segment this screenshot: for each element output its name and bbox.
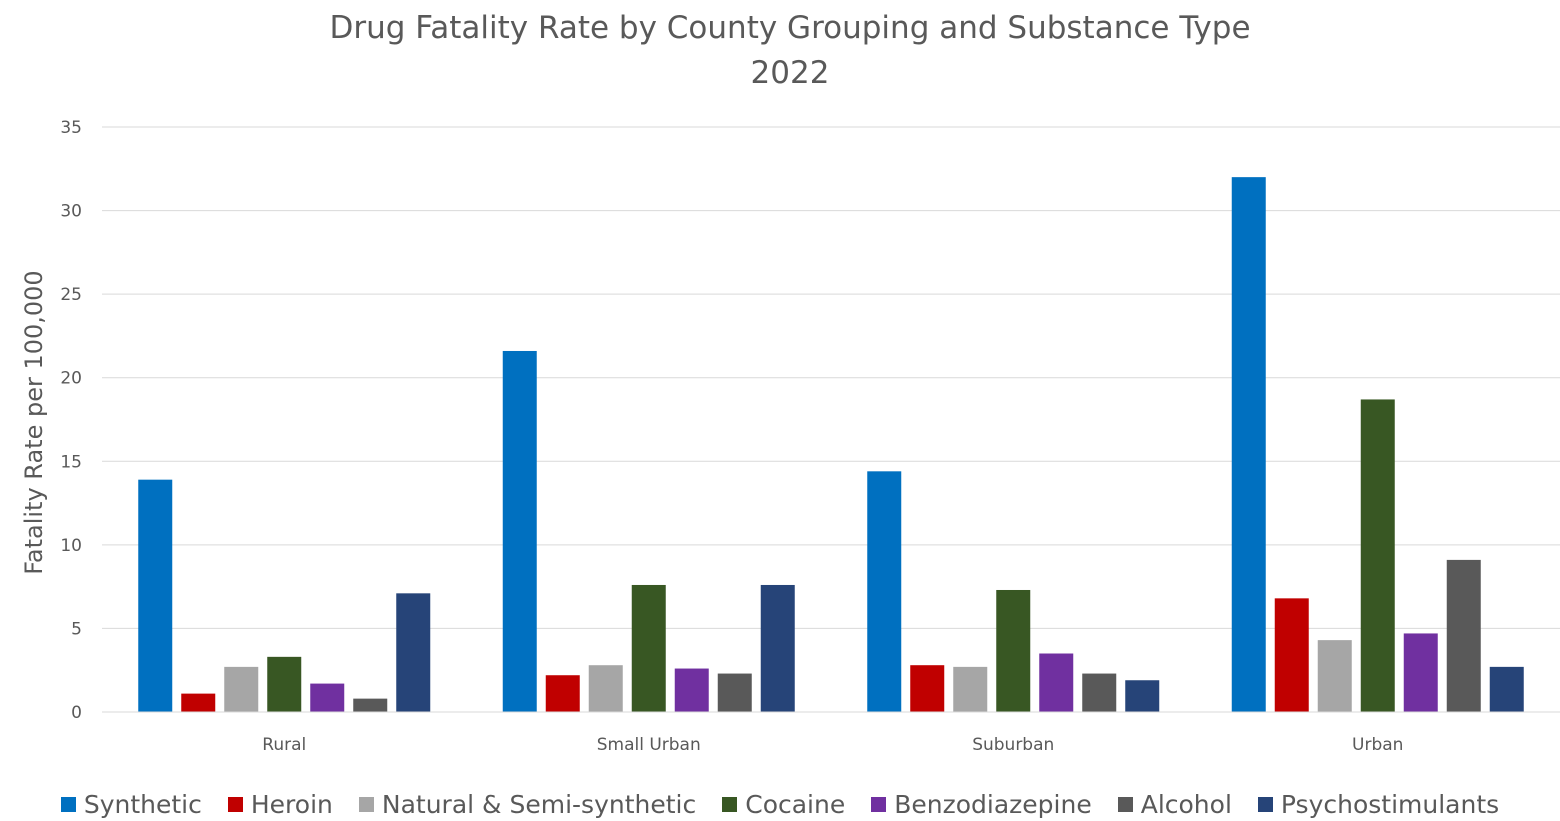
bar-heroin-suburban [910,665,945,712]
bar-synthetic-rural [138,479,173,712]
bar-alcohol-rural [353,698,388,712]
bar-alcohol-urban [1446,559,1481,712]
x-tick-label: Suburban [972,735,1054,755]
bar-synthetic-small-urban [502,350,537,712]
legend-item: Natural & Semi-synthetic [358,789,697,819]
legend-label: Natural & Semi-synthetic [381,789,697,819]
bar-natural-semi-synthetic-small-urban [588,665,623,712]
y-tick-label: 5 [71,619,82,639]
bar-psychostimulants-small-urban [760,584,795,712]
y-tick-label: 0 [71,703,82,723]
bar-psychostimulants-suburban [1125,680,1160,712]
bar-heroin-rural [181,693,216,712]
chart-title: Drug Fatality Rate by County Grouping an… [329,10,1251,46]
legend-label: Synthetic [83,789,202,819]
bar-benzodiazepine-urban [1403,633,1438,712]
legend-label: Alcohol [1140,789,1232,819]
legend-item: Benzodiazepine [871,789,1092,819]
legend-swatch [722,796,738,812]
legend-label: Heroin [250,789,333,819]
legend-swatch [60,796,76,812]
bar-cocaine-rural [267,656,302,712]
bar-natural-semi-synthetic-urban [1317,640,1352,712]
legend-swatch [1257,796,1273,812]
legend-swatch [1117,796,1133,812]
bar-synthetic-urban [1231,177,1266,713]
bar-cocaine-small-urban [631,584,666,712]
legend-item: Synthetic [60,789,202,819]
bar-cocaine-urban [1360,399,1395,712]
bar-benzodiazepine-suburban [1039,653,1074,712]
legend-label: Benzodiazepine [894,789,1092,819]
bar-cocaine-suburban [996,589,1031,712]
y-tick-label: 35 [60,118,82,138]
x-tick-label: Urban [1352,735,1403,755]
chart-subtitle: 2022 [750,55,830,91]
bar-heroin-small-urban [545,675,580,712]
bar-benzodiazepine-rural [310,683,345,712]
y-tick-label: 20 [60,369,82,389]
legend-item: Psychostimulants [1257,789,1500,819]
y-tick-label: 25 [60,285,82,305]
legend-item: Heroin [227,789,333,819]
bar-psychostimulants-rural [396,593,431,712]
bar-alcohol-suburban [1082,673,1117,712]
x-tick-label: Small Urban [597,735,701,755]
x-tick-label: Rural [262,735,306,755]
legend-swatch [227,796,243,812]
legend-item: Alcohol [1117,789,1232,819]
bar-psychostimulants-urban [1489,666,1524,712]
bar-natural-semi-synthetic-rural [224,666,259,712]
bar-heroin-urban [1274,598,1309,712]
bar-natural-semi-synthetic-suburban [953,666,988,712]
legend-swatch [358,796,374,812]
y-tick-label: 30 [60,202,82,222]
chart-legend: Synthetic Heroin Natural & Semi-synthetic C… [0,787,1560,821]
legend-swatch [871,796,887,812]
y-tick-label: 10 [60,536,82,556]
legend-label: Psychostimulants [1280,789,1500,819]
bar-alcohol-small-urban [717,673,752,712]
bar-benzodiazepine-small-urban [674,668,709,712]
legend-item: Cocaine [722,790,845,819]
y-axis-label: Fatality Rate per 100,000 [20,270,48,574]
y-tick-label: 15 [60,452,82,472]
bar-synthetic-suburban [867,471,902,712]
legend-label: Cocaine [745,789,846,819]
